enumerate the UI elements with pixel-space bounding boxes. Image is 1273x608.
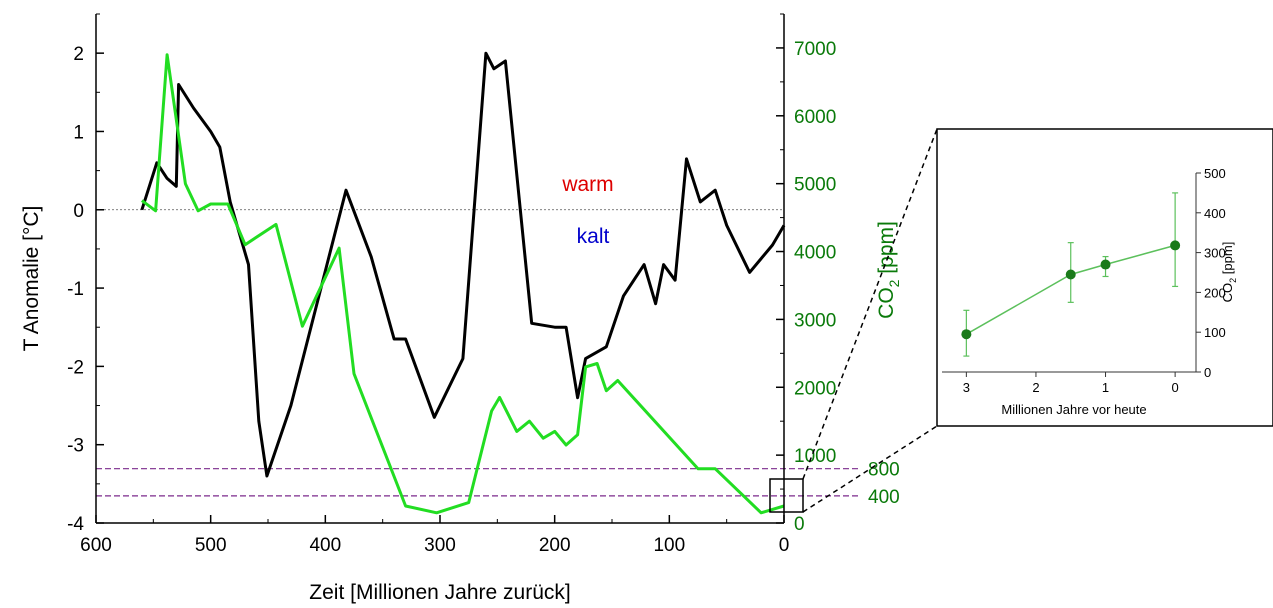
y-tick-label: 2	[73, 44, 84, 65]
inset-y-axis-label-sub: 2	[1228, 278, 1238, 283]
annotation-kalt: kalt	[577, 225, 610, 248]
reference-label-400: 400	[868, 487, 900, 508]
y2-axis-label-sub: 2	[886, 279, 902, 287]
inset-x-tick-label: 2	[1032, 380, 1039, 395]
y-tick-label: -2	[67, 357, 84, 378]
y-tick-label: -4	[67, 514, 84, 535]
co2-line	[141, 53, 785, 515]
inset-y-tick-label: 300	[1204, 246, 1226, 261]
y2-axis-label-rest: [ppm]	[875, 221, 898, 279]
inset-x-axis-label: Millionen Jahre vor heute	[1001, 402, 1146, 417]
x-tick-label: 200	[539, 535, 571, 556]
inset-y-tick-label: 200	[1204, 285, 1226, 300]
reference-label-800: 800	[868, 460, 900, 481]
inset-frame	[936, 128, 1273, 427]
y2-tick-label: 5000	[794, 175, 836, 196]
inset-y-tick-label: 400	[1204, 206, 1226, 221]
y-tick-label: -3	[67, 436, 84, 457]
inset-y-tick-label: 0	[1204, 365, 1211, 380]
x-tick-label: 300	[424, 535, 456, 556]
zoom-box	[769, 478, 804, 513]
y-tick-label: 1	[73, 122, 84, 143]
inset-x-tick-label: 0	[1172, 380, 1179, 395]
inset-data-point	[1100, 259, 1111, 270]
x-tick-label: 600	[80, 535, 112, 556]
y2-tick-label: 2000	[794, 378, 836, 399]
temperature-line	[140, 51, 786, 478]
y2-tick-label: 0	[794, 514, 805, 535]
y-tick-label: 0	[73, 201, 84, 222]
inset-data-point	[1170, 240, 1181, 251]
x-tick-label: 100	[653, 535, 685, 556]
inset-y-tick-label: 500	[1204, 166, 1226, 181]
inset-x-tick-label: 1	[1102, 380, 1109, 395]
y-axis-label: T Anomalie [°C]	[20, 206, 43, 352]
y2-axis-label: CO2 [ppm]	[875, 221, 902, 319]
x-tick-label: 0	[779, 535, 790, 556]
inset-y-axis-label: CO2 [ppm]	[1220, 242, 1238, 303]
y2-tick-label: 7000	[794, 39, 836, 60]
inset-x-tick-label: 3	[963, 380, 970, 395]
y2-tick-label: 1000	[794, 446, 836, 467]
annotation-warm: warm	[561, 173, 613, 196]
x-tick-label: 400	[309, 535, 341, 556]
inset-y-tick-label: 100	[1204, 325, 1226, 340]
x-tick-label: 500	[195, 535, 227, 556]
inset-data-point	[1065, 269, 1076, 280]
y2-tick-label: 3000	[794, 310, 836, 331]
y2-tick-label: 4000	[794, 243, 836, 264]
x-axis-label: Zeit [Millionen Jahre zurück]	[309, 581, 570, 604]
y2-tick-label: 6000	[794, 107, 836, 128]
inset-co2-line	[966, 244, 1176, 335]
y2-axis-label-main: CO	[875, 287, 898, 319]
inset-data-point	[961, 329, 972, 340]
inset-y-axis-label-main: CO	[1220, 283, 1235, 303]
y-tick-label: -1	[67, 279, 84, 300]
inset-y-axis-label-rest: [ppm]	[1220, 242, 1235, 278]
